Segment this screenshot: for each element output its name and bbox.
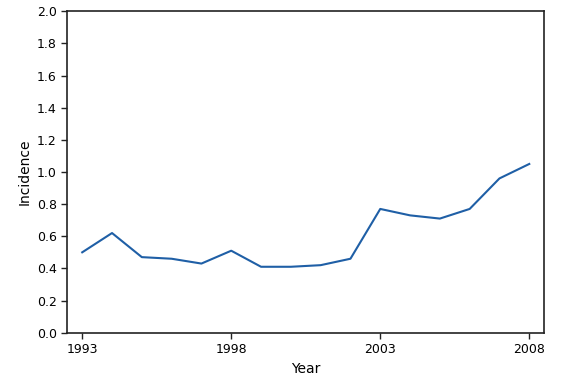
Y-axis label: Incidence: Incidence [17,139,31,205]
X-axis label: Year: Year [291,362,320,376]
